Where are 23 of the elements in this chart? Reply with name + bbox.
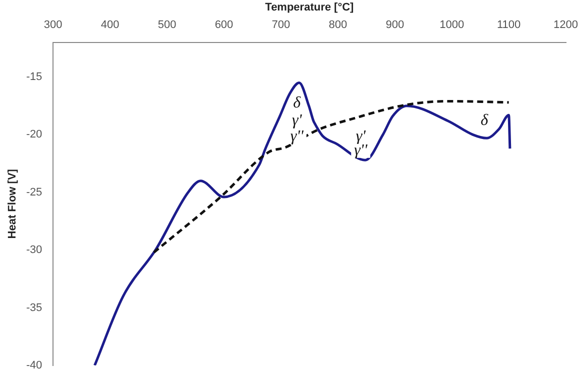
x-tick-label: 800 xyxy=(328,18,348,31)
x-tick-label: 400 xyxy=(100,18,120,31)
x-tick-label: 900 xyxy=(386,18,404,31)
y-tick-label: -35 xyxy=(26,302,42,314)
annotation: δ xyxy=(293,94,302,112)
y-tick-label: -15 xyxy=(26,71,42,84)
y-tick-label: -30 xyxy=(26,244,42,256)
y-tick-label: -25 xyxy=(26,186,42,198)
x-tick-label: 300 xyxy=(44,18,62,31)
x-tick-label: 1100 xyxy=(496,18,521,31)
y-tick-label: -20 xyxy=(26,128,42,141)
x-tick-label: 1000 xyxy=(440,18,464,31)
y-tick-label: -40 xyxy=(26,359,42,372)
annotation: δ xyxy=(480,112,489,130)
x-tick-label: 700 xyxy=(272,18,290,31)
x-axis-title: Temperature [°C] xyxy=(265,2,354,14)
x-tick-label: 1200 xyxy=(554,18,578,31)
annotation: γ'' xyxy=(290,128,304,146)
annotation: γ' xyxy=(292,112,302,130)
y-axis-title: Heat Flow [V] xyxy=(6,168,19,239)
x-tick-label: 500 xyxy=(158,18,176,31)
line-series xyxy=(93,82,512,366)
x-tick-label: 600 xyxy=(214,18,234,31)
